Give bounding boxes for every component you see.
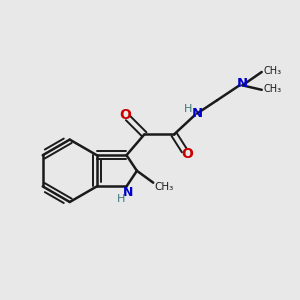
Text: CH₃: CH₃ (263, 84, 281, 94)
Text: N: N (123, 186, 133, 200)
Text: H: H (117, 194, 125, 204)
Text: H: H (184, 104, 193, 114)
Text: CH₃: CH₃ (263, 66, 281, 76)
Text: N: N (236, 77, 247, 90)
Text: O: O (119, 108, 131, 122)
Text: N: N (192, 107, 203, 120)
Text: O: O (182, 147, 194, 161)
Text: CH₃: CH₃ (155, 182, 174, 192)
